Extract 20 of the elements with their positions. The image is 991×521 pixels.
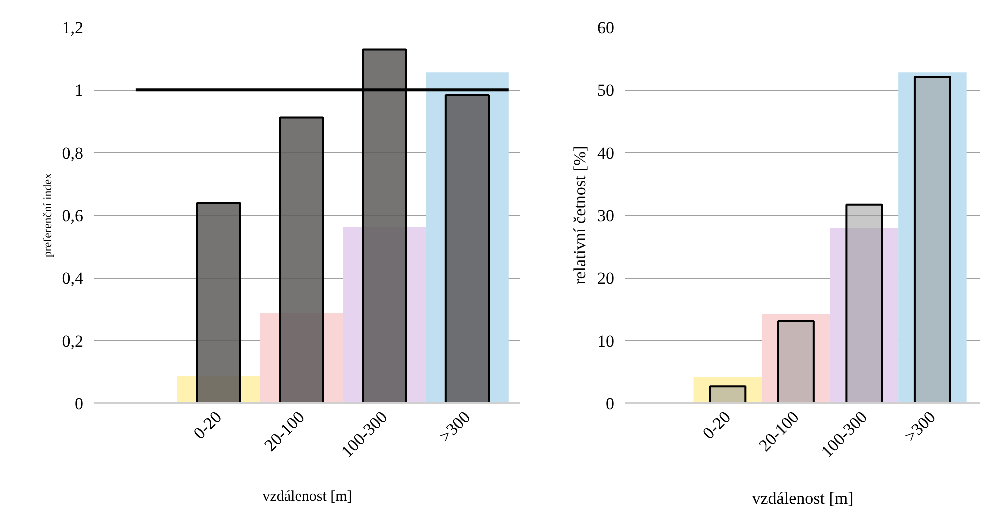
y-tick-label: 0 (75, 394, 84, 414)
y-axis-title: relativní četnost [%] (570, 146, 590, 285)
y-tick-label: 40 (598, 144, 614, 163)
y-tick-label: 0 (606, 394, 614, 414)
y-axis-title: preferenční index (40, 173, 54, 258)
y-tick-label: 1,2 (62, 18, 84, 38)
x-tick-label: 0-20 (699, 408, 735, 444)
x-tick-label: 0-20 (190, 408, 226, 444)
y-tick-label: 60 (598, 18, 614, 38)
y-tick-label: 0,6 (62, 206, 84, 226)
y-tick-label: 20 (598, 269, 614, 288)
x-axis-title: vzdálenost [m] (262, 488, 352, 505)
y-tick-label: 0,4 (62, 269, 84, 288)
x-axis-title: vzdálenost [m] (752, 488, 854, 508)
y-tick-label: 10 (598, 332, 614, 351)
y-tick-label: 1 (75, 81, 84, 100)
y-tick-label: 30 (598, 206, 614, 226)
y-tick-label: 0,2 (62, 332, 84, 351)
y-tick-label: 50 (598, 81, 614, 100)
y-tick-label: 0,8 (62, 144, 84, 163)
